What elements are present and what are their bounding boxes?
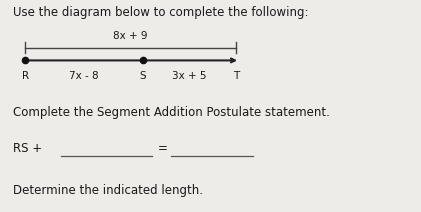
Text: Determine the indicated length.: Determine the indicated length. bbox=[13, 184, 203, 197]
Text: 8x + 9: 8x + 9 bbox=[113, 31, 148, 41]
Text: S: S bbox=[140, 71, 147, 81]
Text: 7x - 8: 7x - 8 bbox=[69, 71, 99, 81]
Text: Use the diagram below to complete the following:: Use the diagram below to complete the fo… bbox=[13, 6, 308, 19]
Text: =: = bbox=[158, 142, 168, 155]
Text: RS +: RS + bbox=[13, 142, 42, 155]
Text: R: R bbox=[22, 71, 29, 81]
Text: T: T bbox=[233, 71, 239, 81]
Text: 3x + 5: 3x + 5 bbox=[172, 71, 207, 81]
Text: Complete the Segment Addition Postulate statement.: Complete the Segment Addition Postulate … bbox=[13, 106, 330, 119]
